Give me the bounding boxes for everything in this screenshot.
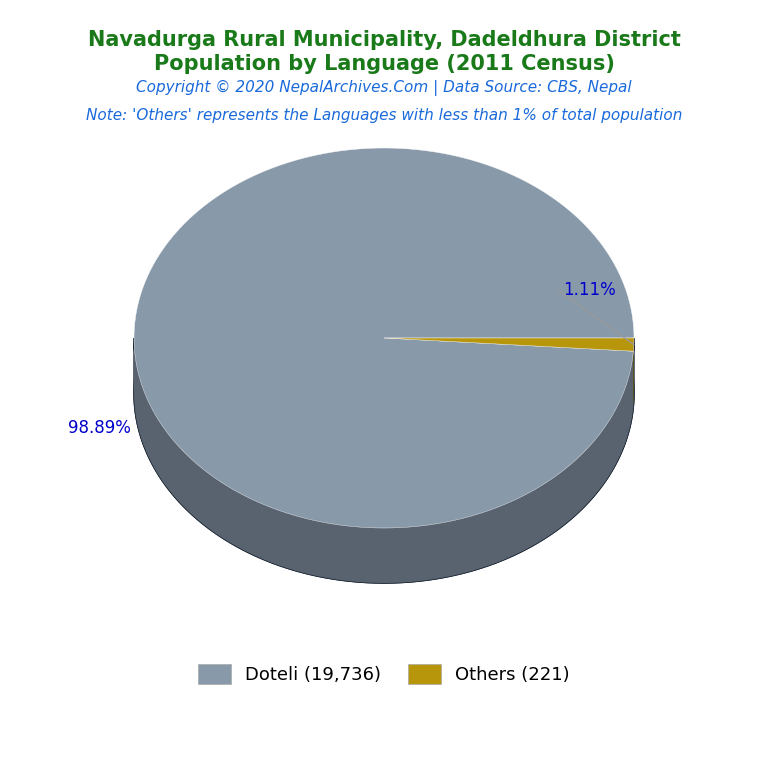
- Polygon shape: [134, 203, 634, 583]
- Text: Copyright © 2020 NepalArchives.Com | Data Source: CBS, Nepal: Copyright © 2020 NepalArchives.Com | Dat…: [136, 80, 632, 96]
- Polygon shape: [384, 338, 634, 351]
- Polygon shape: [134, 338, 634, 583]
- Text: 1.11%: 1.11%: [563, 281, 616, 299]
- Text: Navadurga Rural Municipality, Dadeldhura District: Navadurga Rural Municipality, Dadeldhura…: [88, 30, 680, 50]
- Legend: Doteli (19,736), Others (221): Doteli (19,736), Others (221): [191, 657, 577, 691]
- Text: Note: 'Others' represents the Languages with less than 1% of total population: Note: 'Others' represents the Languages …: [86, 108, 682, 123]
- Polygon shape: [134, 338, 634, 583]
- Text: Population by Language (2011 Census): Population by Language (2011 Census): [154, 54, 614, 74]
- Polygon shape: [134, 148, 634, 528]
- Text: 98.89%: 98.89%: [68, 419, 131, 437]
